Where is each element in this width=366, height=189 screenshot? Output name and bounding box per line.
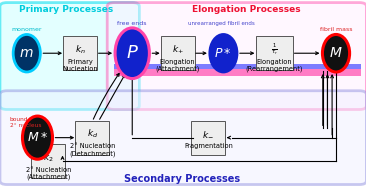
- Text: $k_{-}$: $k_{-}$: [202, 129, 214, 139]
- Text: fibril mass: fibril mass: [320, 27, 352, 32]
- Text: 2° Nucleation: 2° Nucleation: [70, 143, 115, 149]
- Ellipse shape: [115, 28, 149, 79]
- Text: (Attachment): (Attachment): [156, 66, 200, 73]
- Text: $k_{n}$: $k_{n}$: [75, 43, 86, 56]
- Text: unrearranged fibril ends: unrearranged fibril ends: [188, 21, 255, 26]
- FancyBboxPatch shape: [161, 36, 195, 70]
- Text: $k_{d}$: $k_{d}$: [86, 128, 98, 140]
- Text: Primary Processes: Primary Processes: [19, 5, 113, 14]
- Text: $\mathit{M*}$: $\mathit{M*}$: [27, 131, 48, 144]
- FancyBboxPatch shape: [0, 3, 139, 109]
- Text: bound
2° nucleus: bound 2° nucleus: [10, 117, 41, 128]
- Text: Fragmentation: Fragmentation: [184, 143, 233, 149]
- Ellipse shape: [22, 116, 52, 159]
- Text: $\mathit{P*}$: $\mathit{P*}$: [214, 47, 232, 60]
- FancyBboxPatch shape: [75, 121, 109, 155]
- Text: $\frac{1}{\tau_r}$: $\frac{1}{\tau_r}$: [271, 41, 278, 57]
- Text: Nucleation: Nucleation: [63, 66, 98, 72]
- Text: Elongation: Elongation: [160, 59, 195, 65]
- Text: free ends: free ends: [117, 21, 147, 26]
- Text: $\mathit{P}$: $\mathit{P}$: [126, 44, 139, 62]
- Text: (Detachment): (Detachment): [69, 150, 115, 157]
- Text: Elongation Processes: Elongation Processes: [192, 5, 301, 14]
- Text: monomer: monomer: [11, 27, 42, 32]
- Ellipse shape: [210, 34, 237, 72]
- Text: $\mathit{M}$: $\mathit{M}$: [329, 46, 343, 60]
- FancyBboxPatch shape: [256, 36, 293, 70]
- FancyBboxPatch shape: [107, 3, 366, 109]
- Text: $k_{2}$: $k_{2}$: [43, 151, 53, 163]
- Text: Elongation: Elongation: [257, 59, 292, 65]
- Text: Primary: Primary: [67, 59, 93, 65]
- FancyBboxPatch shape: [191, 121, 225, 155]
- FancyBboxPatch shape: [31, 144, 65, 178]
- Ellipse shape: [13, 34, 40, 72]
- Text: $k_{+}$: $k_{+}$: [172, 43, 184, 56]
- Ellipse shape: [322, 34, 350, 72]
- Text: 2° Nucleation: 2° Nucleation: [26, 167, 71, 173]
- Text: (Attachment): (Attachment): [26, 174, 70, 180]
- Text: Secondary Processes: Secondary Processes: [124, 174, 240, 184]
- Text: (Rearrangement): (Rearrangement): [246, 66, 303, 73]
- Text: $\mathit{m}$: $\mathit{m}$: [19, 46, 34, 60]
- FancyBboxPatch shape: [63, 36, 97, 70]
- FancyBboxPatch shape: [0, 91, 366, 184]
